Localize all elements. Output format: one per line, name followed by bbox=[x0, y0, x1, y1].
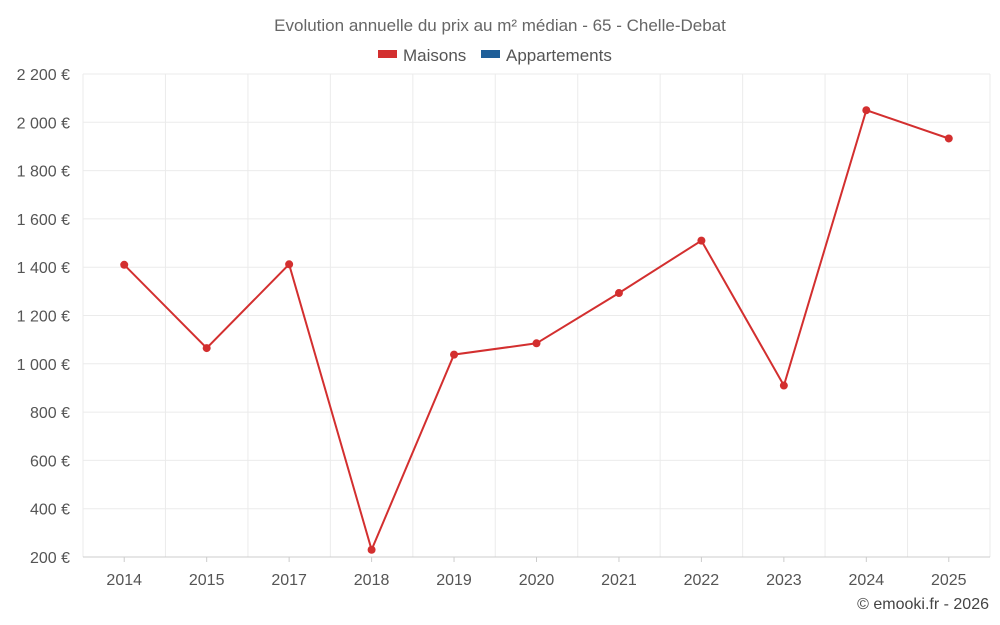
data-point-2024[interactable] bbox=[862, 106, 871, 115]
chart-title: Evolution annuelle du prix au m² médian … bbox=[274, 16, 726, 35]
x-tick-label: 2014 bbox=[106, 572, 142, 589]
y-tick-label: 1 600 € bbox=[17, 212, 70, 229]
y-tick-label: 1 000 € bbox=[17, 357, 70, 374]
data-point-2019[interactable] bbox=[450, 350, 459, 359]
y-tick-label: 800 € bbox=[30, 405, 70, 422]
legend-swatch-maisons bbox=[378, 50, 397, 58]
y-tick-label: 600 € bbox=[30, 453, 70, 470]
legend-swatch-appartements bbox=[481, 50, 500, 58]
series-maisons bbox=[120, 106, 953, 554]
data-point-2014[interactable] bbox=[120, 260, 129, 269]
y-tick-label: 2 200 € bbox=[17, 67, 70, 84]
x-tick-label: 2018 bbox=[354, 572, 390, 589]
y-tick-label: 1 200 € bbox=[17, 309, 70, 326]
y-axis: 200 € 400 € 600 € 800 € 1 000 € 1 200 € 1 400 … bbox=[17, 67, 70, 567]
x-tick-label: 2017 bbox=[271, 572, 307, 589]
legend-label-appartements[interactable]: Appartements bbox=[506, 46, 612, 65]
data-point-2022[interactable] bbox=[697, 236, 706, 245]
y-tick-label: 400 € bbox=[30, 502, 70, 519]
x-axis: 2014 2015 2017 2018 2019 2020 2021 2022 2023 2024… bbox=[83, 556, 990, 589]
data-point-2015[interactable] bbox=[202, 344, 211, 353]
x-tick-label: 2021 bbox=[601, 572, 637, 589]
x-tick-label: 2025 bbox=[931, 572, 967, 589]
legend-label-maisons[interactable]: Maisons bbox=[403, 46, 466, 65]
data-point-2023[interactable] bbox=[779, 381, 788, 390]
x-tick-label: 2023 bbox=[766, 572, 802, 589]
y-tick-label: 1 400 € bbox=[17, 260, 70, 277]
x-tick-label: 2022 bbox=[684, 572, 720, 589]
data-point-2021[interactable] bbox=[614, 289, 623, 298]
data-point-2017[interactable] bbox=[285, 260, 294, 269]
credit-text: © emooki.fr - 2026 bbox=[857, 596, 989, 613]
y-tick-label: 1 800 € bbox=[17, 164, 70, 181]
x-tick-label: 2020 bbox=[519, 572, 555, 589]
chart-grid bbox=[82, 73, 991, 557]
x-tick-label: 2024 bbox=[849, 572, 885, 589]
y-tick-label: 2 000 € bbox=[17, 115, 70, 132]
y-tick-label: 200 € bbox=[30, 550, 70, 567]
data-point-2025[interactable] bbox=[944, 134, 953, 143]
x-tick-label: 2015 bbox=[189, 572, 225, 589]
x-tick-label: 2019 bbox=[436, 572, 472, 589]
data-point-2020[interactable] bbox=[532, 339, 541, 348]
chart-legend: Maisons Appartements bbox=[378, 46, 612, 65]
data-point-2018[interactable] bbox=[367, 545, 376, 554]
